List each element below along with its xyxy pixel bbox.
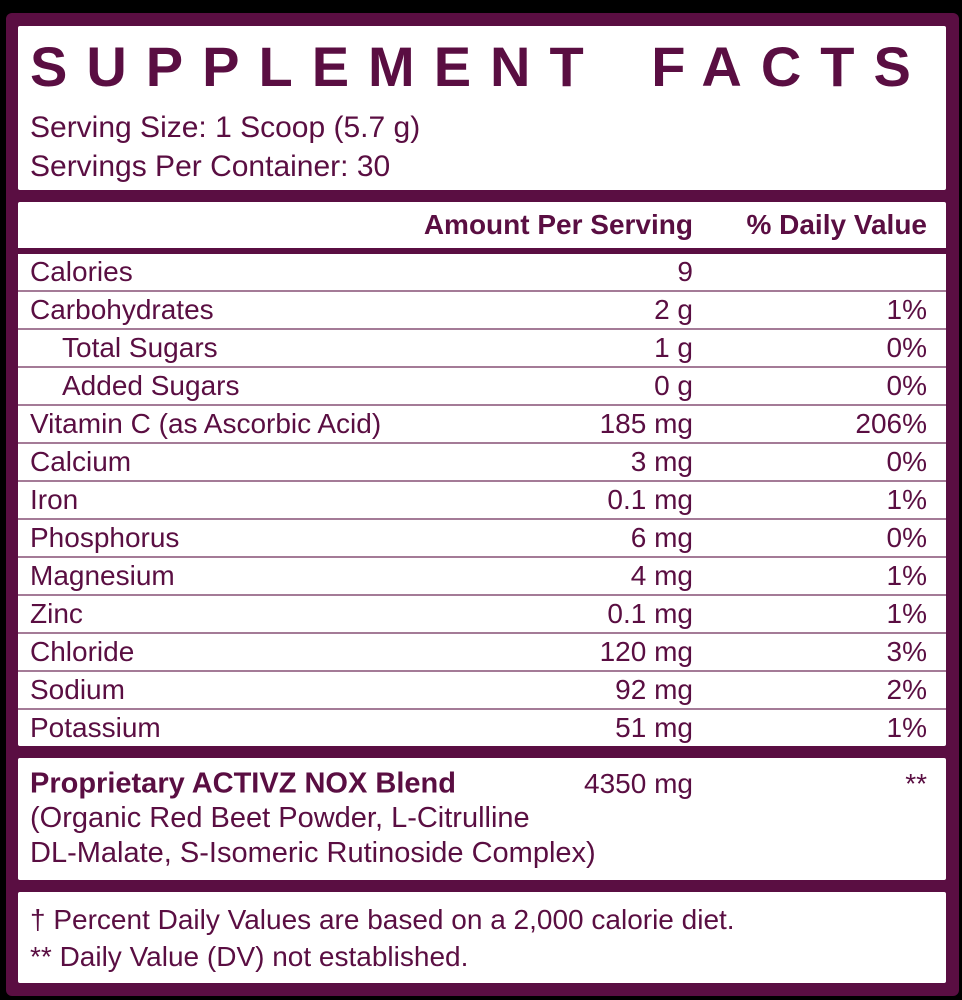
nutrient-amount: 1 g — [654, 332, 693, 363]
nutrient-amount: 120 mg — [599, 636, 693, 667]
table-row: Total Sugars 1 g 0% — [18, 328, 946, 366]
nutrient-amount: 92 mg — [615, 674, 693, 705]
table-row: Potassium 51 mg 1% — [18, 708, 946, 746]
blend-daily-value: ** — [905, 768, 927, 799]
nutrient-amount: 6 mg — [630, 522, 693, 553]
page-title: SUPPLEMENT FACTS — [30, 35, 930, 98]
nutrient-name: Vitamin C (as Ascorbic Acid) — [30, 408, 382, 439]
nutrient-name: Potassium — [30, 712, 161, 743]
nutrient-rows: Calories 9 Carbohydrates 2 g 1% Total Su… — [18, 254, 946, 746]
nutrient-name: Iron — [30, 484, 79, 515]
nutrient-name: Carbohydrates — [30, 294, 214, 325]
column-header-daily-value: % Daily Value — [746, 209, 927, 240]
table-row: Calories 9 — [18, 254, 946, 290]
table-row: Carbohydrates 2 g 1% — [18, 290, 946, 328]
nutrient-amount: 0.1 mg — [607, 484, 693, 515]
header-separator-bar — [18, 248, 946, 254]
nutrient-name: Chloride — [30, 636, 135, 667]
blend-row: Proprietary ACTIVZ NOX Blend 4350 mg ** — [30, 766, 934, 801]
proprietary-blend-panel: Proprietary ACTIVZ NOX Blend 4350 mg ** … — [18, 758, 946, 880]
blend-amount: 4350 mg — [584, 767, 693, 799]
table-row: Iron 0.1 mg 1% — [18, 480, 946, 518]
footnote-dv-not-established: ** Daily Value (DV) not established. — [30, 941, 469, 972]
nutrient-daily-value: 0% — [886, 332, 927, 363]
nutrient-amount: 51 mg — [615, 712, 693, 743]
nutrient-amount: 2 g — [654, 294, 693, 325]
table-row: Zinc 0.1 mg 1% — [18, 594, 946, 632]
nutrient-daily-value: 1% — [886, 484, 927, 515]
nutrient-daily-value: 1% — [886, 598, 927, 629]
table-row: Magnesium 4 mg 1% — [18, 556, 946, 594]
nutrient-name: Added Sugars — [62, 370, 240, 401]
footnote-daily-values: † Percent Daily Values are based on a 2,… — [30, 904, 735, 935]
nutrient-amount: 3 mg — [630, 446, 693, 477]
nutrient-name: Calories — [30, 256, 133, 287]
table-row: Phosphorus 6 mg 0% — [18, 518, 946, 556]
nutrient-name: Calcium — [30, 446, 132, 477]
table-row: Added Sugars 0 g 0% — [18, 366, 946, 404]
serving-size: Serving Size: 1 Scoop (5.7 g) — [30, 111, 421, 144]
nutrient-daily-value: 1% — [886, 294, 927, 325]
header-panel: SUPPLEMENT FACTS Serving Size: 1 Scoop (… — [18, 26, 946, 190]
table-row: Vitamin C (as Ascorbic Acid) 185 mg 206% — [18, 404, 946, 442]
nutrient-daily-value: 0% — [886, 446, 927, 477]
nutrient-daily-value: 206% — [855, 408, 927, 439]
blend-ingredients-line-1: (Organic Red Beet Powder, L-Citrulline — [30, 802, 530, 834]
nutrient-name: Total Sugars — [62, 332, 218, 363]
nutrient-amount: 4 mg — [630, 560, 693, 591]
table-header-row: Amount Per Serving % Daily Value — [18, 202, 946, 248]
nutrient-daily-value: 2% — [886, 674, 927, 705]
table-row: Chloride 120 mg 3% — [18, 632, 946, 670]
footnotes-panel: † Percent Daily Values are based on a 2,… — [18, 892, 946, 983]
nutrient-daily-value: 0% — [886, 370, 927, 401]
nutrient-amount: 0.1 mg — [607, 598, 693, 629]
nutrient-daily-value: 1% — [886, 712, 927, 743]
table-row: Sodium 92 mg 2% — [18, 670, 946, 708]
table-row: Calcium 3 mg 0% — [18, 442, 946, 480]
nutrient-amount: 185 mg — [599, 408, 693, 439]
label-frame: SUPPLEMENT FACTS Serving Size: 1 Scoop (… — [6, 13, 959, 996]
nutrient-daily-value: 0% — [886, 522, 927, 553]
nutrient-name: Magnesium — [30, 560, 175, 591]
blend-ingredients-line-2: DL-Malate, S-Isomeric Rutinoside Complex… — [30, 837, 596, 869]
nutrient-name: Zinc — [30, 598, 83, 629]
column-header-amount: Amount Per Serving — [423, 209, 693, 240]
nutrient-daily-value: 3% — [886, 636, 927, 667]
nutrient-name: Phosphorus — [30, 522, 180, 553]
nutrient-amount: 9 — [677, 256, 693, 287]
blend-name: Proprietary ACTIVZ NOX Blend — [30, 767, 456, 799]
nutrient-name: Sodium — [30, 674, 125, 705]
servings-per-container: Servings Per Container: 30 — [30, 150, 391, 183]
nutrition-table-panel: Amount Per Serving % Daily Value Calorie… — [18, 202, 946, 746]
nutrient-daily-value: 1% — [886, 560, 927, 591]
nutrient-amount: 0 g — [654, 370, 693, 401]
